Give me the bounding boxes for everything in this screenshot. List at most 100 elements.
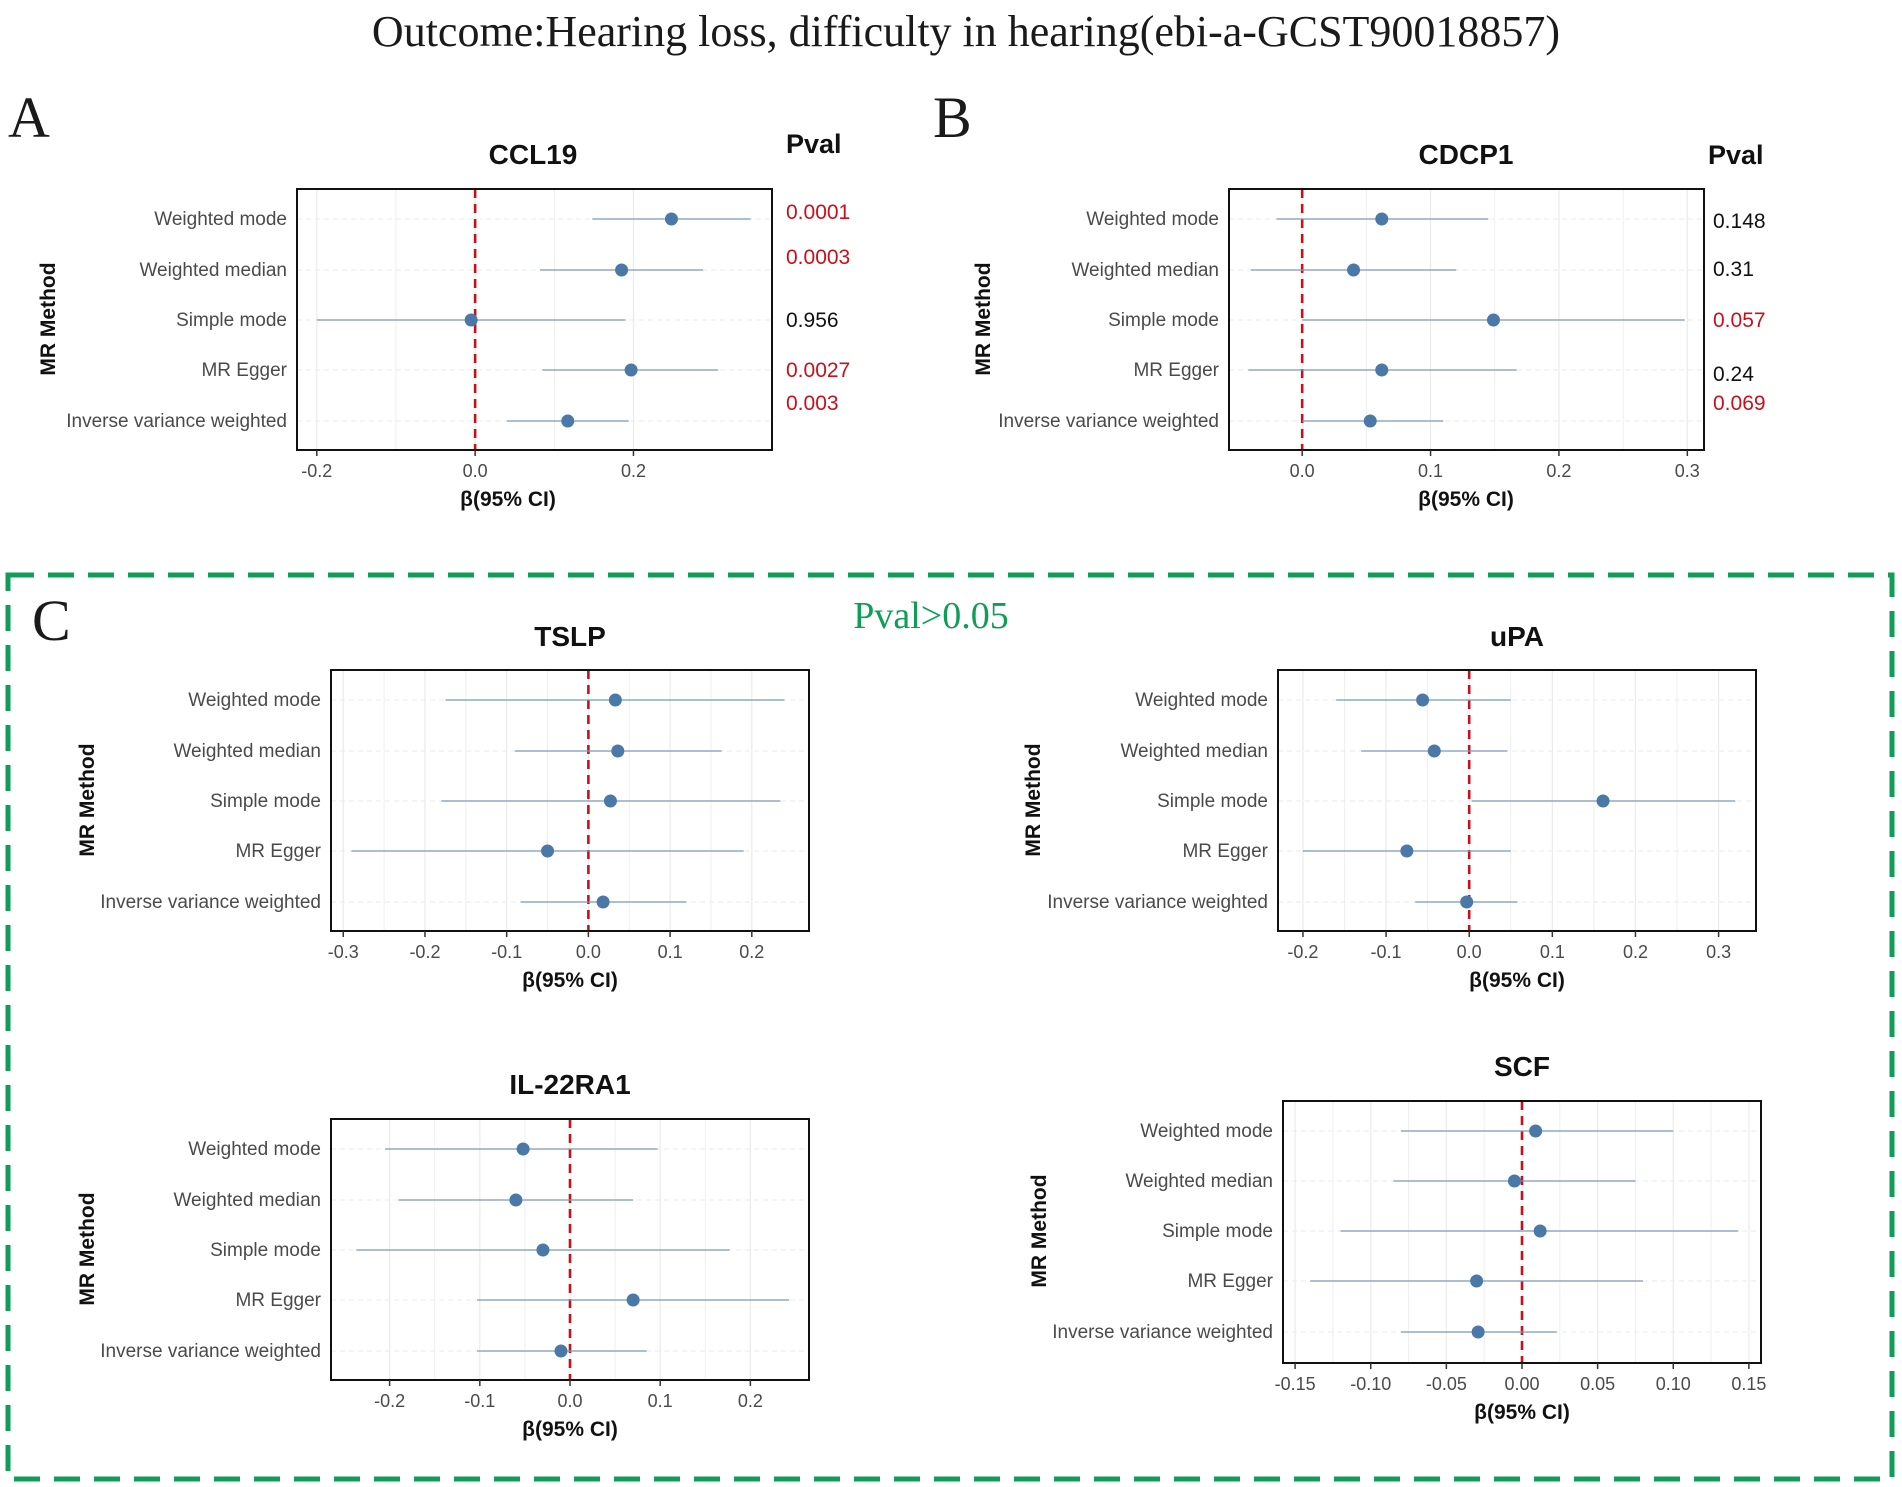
y-axis-title: MR Method <box>76 743 99 856</box>
x-tick-label: -0.10 <box>1350 1374 1391 1394</box>
panel-label-c: C <box>32 588 71 653</box>
forest-plot-il-22ra1: Weighted mode Weighted median Simple mode M… <box>76 1069 810 1441</box>
method-label: Weighted median <box>1071 260 1219 281</box>
x-tick-label: 0.00 <box>1504 1374 1539 1394</box>
method-label: Weighted median <box>1120 741 1268 762</box>
method-label: Weighted mode <box>1140 1121 1273 1142</box>
panel-label-a: A <box>8 85 50 150</box>
group-c-box <box>5 572 1895 1482</box>
x-tick-label: 0.0 <box>576 942 601 962</box>
x-axis-title: β(95% CI) <box>460 488 556 511</box>
method-label: Simple mode <box>1108 310 1219 331</box>
x-tick-label: 0.10 <box>1656 1374 1691 1394</box>
forest-plot-cdcp1: Weighted mode Weighted median Simple mode M… <box>972 139 1766 511</box>
plot-border <box>1228 188 1705 451</box>
y-axis-title: MR Method <box>1022 743 1045 856</box>
x-tick-label: 0.1 <box>648 1391 673 1411</box>
estimate-point <box>1427 744 1441 758</box>
method-label: Inverse variance weighted <box>1052 1322 1273 1343</box>
estimate-point <box>1400 844 1414 858</box>
pval-value: 0.31 <box>1713 258 1754 281</box>
x-axis-title: β(95% CI) <box>1474 1401 1570 1424</box>
chart-title: CCL19 <box>489 139 578 170</box>
pval-value: 0.148 <box>1713 210 1766 233</box>
x-tick-label: -0.2 <box>409 942 440 962</box>
method-label: Weighted mode <box>1086 209 1219 230</box>
forest-plot-upa: Weighted mode Weighted median Simple mode M… <box>1022 621 1757 992</box>
method-label: Weighted median <box>139 260 287 281</box>
method-label: MR Egger <box>235 841 321 862</box>
method-label: Simple mode <box>210 791 321 812</box>
x-tick-label: 0.2 <box>621 461 646 481</box>
chart-title: uPA <box>1490 621 1544 652</box>
estimate-point <box>611 744 625 758</box>
estimate-point <box>1533 1224 1547 1238</box>
estimate-point <box>1347 263 1361 277</box>
method-label: Inverse variance weighted <box>66 411 287 432</box>
y-axis-title: MR Method <box>1028 1174 1051 1287</box>
method-label: MR Egger <box>235 1290 321 1311</box>
x-tick-label: 0.1 <box>1418 461 1443 481</box>
pval-value: 0.0003 <box>786 246 850 269</box>
chart-title: CDCP1 <box>1419 139 1514 170</box>
y-axis-title: MR Method <box>972 262 995 375</box>
x-tick-label: 0.1 <box>1540 942 1565 962</box>
method-label: Weighted median <box>1125 1171 1273 1192</box>
method-label: Weighted median <box>173 1190 321 1211</box>
x-tick-label: -0.1 <box>491 942 522 962</box>
x-tick-label: -0.1 <box>464 1391 495 1411</box>
panel-label-b: B <box>933 85 972 150</box>
method-label: Weighted mode <box>1135 690 1268 711</box>
estimate-point <box>603 794 617 808</box>
method-label: Simple mode <box>176 310 287 331</box>
estimate-point <box>1529 1124 1543 1138</box>
plot-border <box>330 669 810 932</box>
estimate-point <box>1460 895 1474 909</box>
estimate-point <box>624 363 638 377</box>
chart-title: SCF <box>1494 1051 1550 1082</box>
x-tick-label: 0.2 <box>1546 461 1571 481</box>
group-c-label: Pval>0.05 <box>853 595 1009 637</box>
estimate-point <box>1471 1325 1485 1339</box>
pval-value: 0.057 <box>1713 309 1766 332</box>
estimate-point <box>1416 693 1430 707</box>
x-tick-label: -0.15 <box>1275 1374 1316 1394</box>
plot-border <box>1277 669 1757 932</box>
x-tick-label: -0.2 <box>301 461 332 481</box>
method-label: Weighted median <box>173 741 321 762</box>
x-tick-label: -0.1 <box>1371 942 1402 962</box>
y-axis-title: MR Method <box>37 262 60 375</box>
x-axis-title: β(95% CI) <box>522 1418 618 1441</box>
estimate-point <box>554 1344 568 1358</box>
plot-border <box>296 188 773 451</box>
method-label: MR Egger <box>1187 1271 1273 1292</box>
forest-plot-ccl19: Weighted mode Weighted median Simple mode M… <box>37 129 850 511</box>
estimate-point <box>1363 414 1377 428</box>
method-label: Simple mode <box>210 1240 321 1261</box>
method-label: MR Egger <box>201 360 287 381</box>
estimate-point <box>626 1293 640 1307</box>
estimate-point <box>541 844 555 858</box>
estimate-point <box>536 1243 550 1257</box>
x-tick-label: 0.0 <box>1290 461 1315 481</box>
estimate-point <box>608 693 622 707</box>
x-axis-title: β(95% CI) <box>1418 488 1514 511</box>
estimate-point <box>615 263 629 277</box>
x-tick-label: 0.0 <box>557 1391 582 1411</box>
method-label: MR Egger <box>1133 360 1219 381</box>
method-label: MR Egger <box>1182 841 1268 862</box>
figure-title: Outcome:Hearing loss, difficulty in hear… <box>372 7 1560 56</box>
x-axis-title: β(95% CI) <box>1469 969 1565 992</box>
estimate-point <box>561 414 575 428</box>
method-label: Inverse variance weighted <box>100 892 321 913</box>
pval-value: 0.003 <box>786 392 839 415</box>
estimate-point <box>516 1142 530 1156</box>
x-tick-label: -0.3 <box>328 942 359 962</box>
x-tick-label: 0.2 <box>1623 942 1648 962</box>
forest-plot-tslp: Weighted mode Weighted median Simple mode M… <box>76 621 810 992</box>
pval-value: 0.956 <box>786 309 839 332</box>
x-tick-label: 0.2 <box>739 942 764 962</box>
estimate-point <box>464 313 478 327</box>
chart-title: IL-22RA1 <box>509 1069 630 1100</box>
